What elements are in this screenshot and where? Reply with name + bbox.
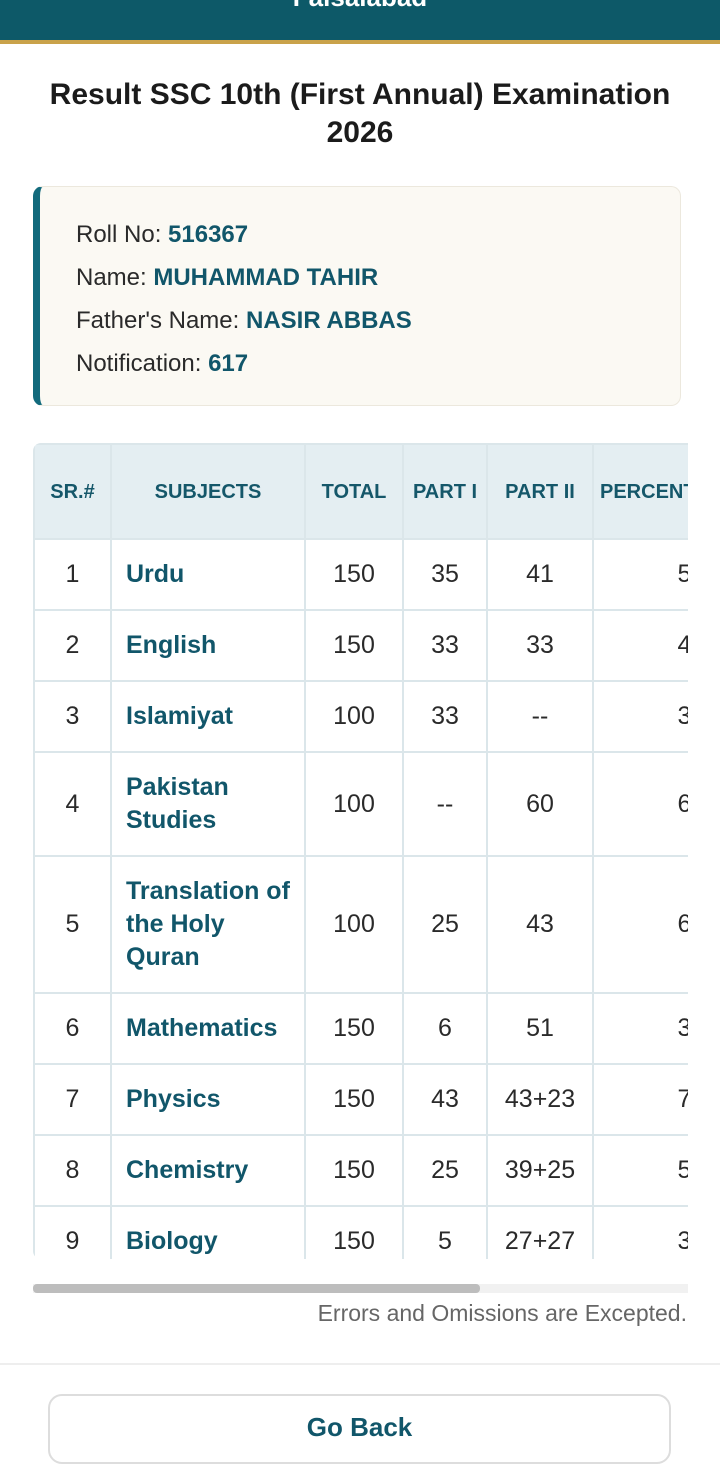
part-two-cell: --	[486, 680, 594, 753]
subject-cell: Mathematics	[110, 992, 306, 1065]
total-cell: 150	[304, 1134, 404, 1207]
divider	[0, 1363, 720, 1365]
column-header: PART II	[486, 443, 594, 540]
percentage-cell: 72.67	[592, 1063, 688, 1136]
column-header: TOTAL	[304, 443, 404, 540]
table-row: 2English150333344.00	[33, 609, 688, 682]
student-card: Roll No: 516367 Name: MUHAMMAD TAHIR Fathe…	[33, 186, 681, 406]
total-cell: 150	[304, 538, 404, 611]
serial-cell: 9	[33, 1205, 112, 1259]
table-row: 6Mathematics15065138.00	[33, 992, 688, 1065]
percentage-cell: 33.00	[592, 680, 688, 753]
part-one-cell: 33	[402, 609, 488, 682]
field-label: Notification:	[76, 350, 202, 377]
field-row: Name: MUHAMMAD TAHIR	[76, 256, 680, 299]
total-cell: 100	[304, 680, 404, 753]
field-value: NASIR ABBAS	[245, 307, 412, 334]
percentage-cell: 39.33	[592, 1205, 688, 1259]
column-header: PERCENTAGE	[592, 443, 688, 540]
scroll-thumb[interactable]	[33, 1284, 480, 1293]
field-label: Name:	[76, 264, 147, 291]
serial-cell: 6	[33, 992, 112, 1065]
header-title: Faisalabad	[0, 0, 720, 13]
total-cell: 150	[304, 609, 404, 682]
serial-cell: 1	[33, 538, 112, 611]
serial-cell: 7	[33, 1063, 112, 1136]
total-cell: 100	[304, 751, 404, 857]
part-one-cell: 43	[402, 1063, 488, 1136]
part-two-cell: 27+27	[486, 1205, 594, 1259]
field-label: Roll No:	[76, 221, 162, 248]
total-cell: 100	[304, 855, 404, 994]
subject-cell: Translation of the Holy Quran	[110, 855, 306, 994]
subject-cell: Pakistan Studies	[110, 751, 306, 857]
page-title: Result SSC 10th (First Annual) Examinati…	[49, 78, 671, 149]
field-label: Father's Name:	[76, 307, 240, 334]
percentage-cell: 38.00	[592, 992, 688, 1065]
top-bar: Faisalabad	[0, 0, 720, 44]
part-two-cell: 43	[486, 855, 594, 994]
serial-cell: 8	[33, 1134, 112, 1207]
subject-cell: English	[110, 609, 306, 682]
field-row: Notification: 617	[76, 342, 680, 385]
total-cell: 150	[304, 1063, 404, 1136]
subject-cell: Chemistry	[110, 1134, 306, 1207]
subject-cell: Islamiyat	[110, 680, 306, 753]
part-one-cell: 25	[402, 1134, 488, 1207]
field-row: Father's Name: NASIR ABBAS	[76, 299, 680, 342]
part-two-cell: 43+23	[486, 1063, 594, 1136]
part-one-cell: 5	[402, 1205, 488, 1259]
serial-cell: 3	[33, 680, 112, 753]
subject-cell: Biology	[110, 1205, 306, 1259]
column-header: PART I	[402, 443, 488, 540]
table-row: 1Urdu150354151.00	[33, 538, 688, 611]
part-two-cell: 51	[486, 992, 594, 1065]
part-two-cell: 60	[486, 751, 594, 857]
part-two-cell: 39+25	[486, 1134, 594, 1207]
column-header: SR.#	[33, 443, 112, 540]
subject-cell: Physics	[110, 1063, 306, 1136]
serial-cell: 5	[33, 855, 112, 994]
part-one-cell: 25	[402, 855, 488, 994]
percentage-cell: 59.33	[592, 1134, 688, 1207]
part-two-cell: 33	[486, 609, 594, 682]
field-value: 617	[208, 350, 249, 377]
total-cell: 150	[304, 1205, 404, 1259]
part-one-cell: 35	[402, 538, 488, 611]
percentage-cell: 60.00	[592, 751, 688, 857]
serial-cell: 4	[33, 751, 112, 857]
footer-note: Errors and Omissions are Excepted.	[317, 1300, 687, 1326]
go-back-button[interactable]: Go Back	[48, 1394, 671, 1464]
part-one-cell: 6	[402, 992, 488, 1065]
field-value: 516367	[168, 221, 249, 248]
serial-cell: 2	[33, 609, 112, 682]
total-cell: 150	[304, 992, 404, 1065]
column-header: SUBJECTS	[110, 443, 306, 540]
percentage-cell: 44.00	[592, 609, 688, 682]
percentage-cell: 51.00	[592, 538, 688, 611]
subject-cell: Urdu	[110, 538, 306, 611]
field-value: MUHAMMAD TAHIR	[153, 264, 379, 291]
part-one-cell: 33	[402, 680, 488, 753]
percentage-cell: 68.00	[592, 855, 688, 994]
field-row: Roll No: 516367	[76, 213, 680, 256]
part-two-cell: 41	[486, 538, 594, 611]
part-one-cell: --	[402, 751, 488, 857]
scrollbar	[33, 1284, 688, 1293]
